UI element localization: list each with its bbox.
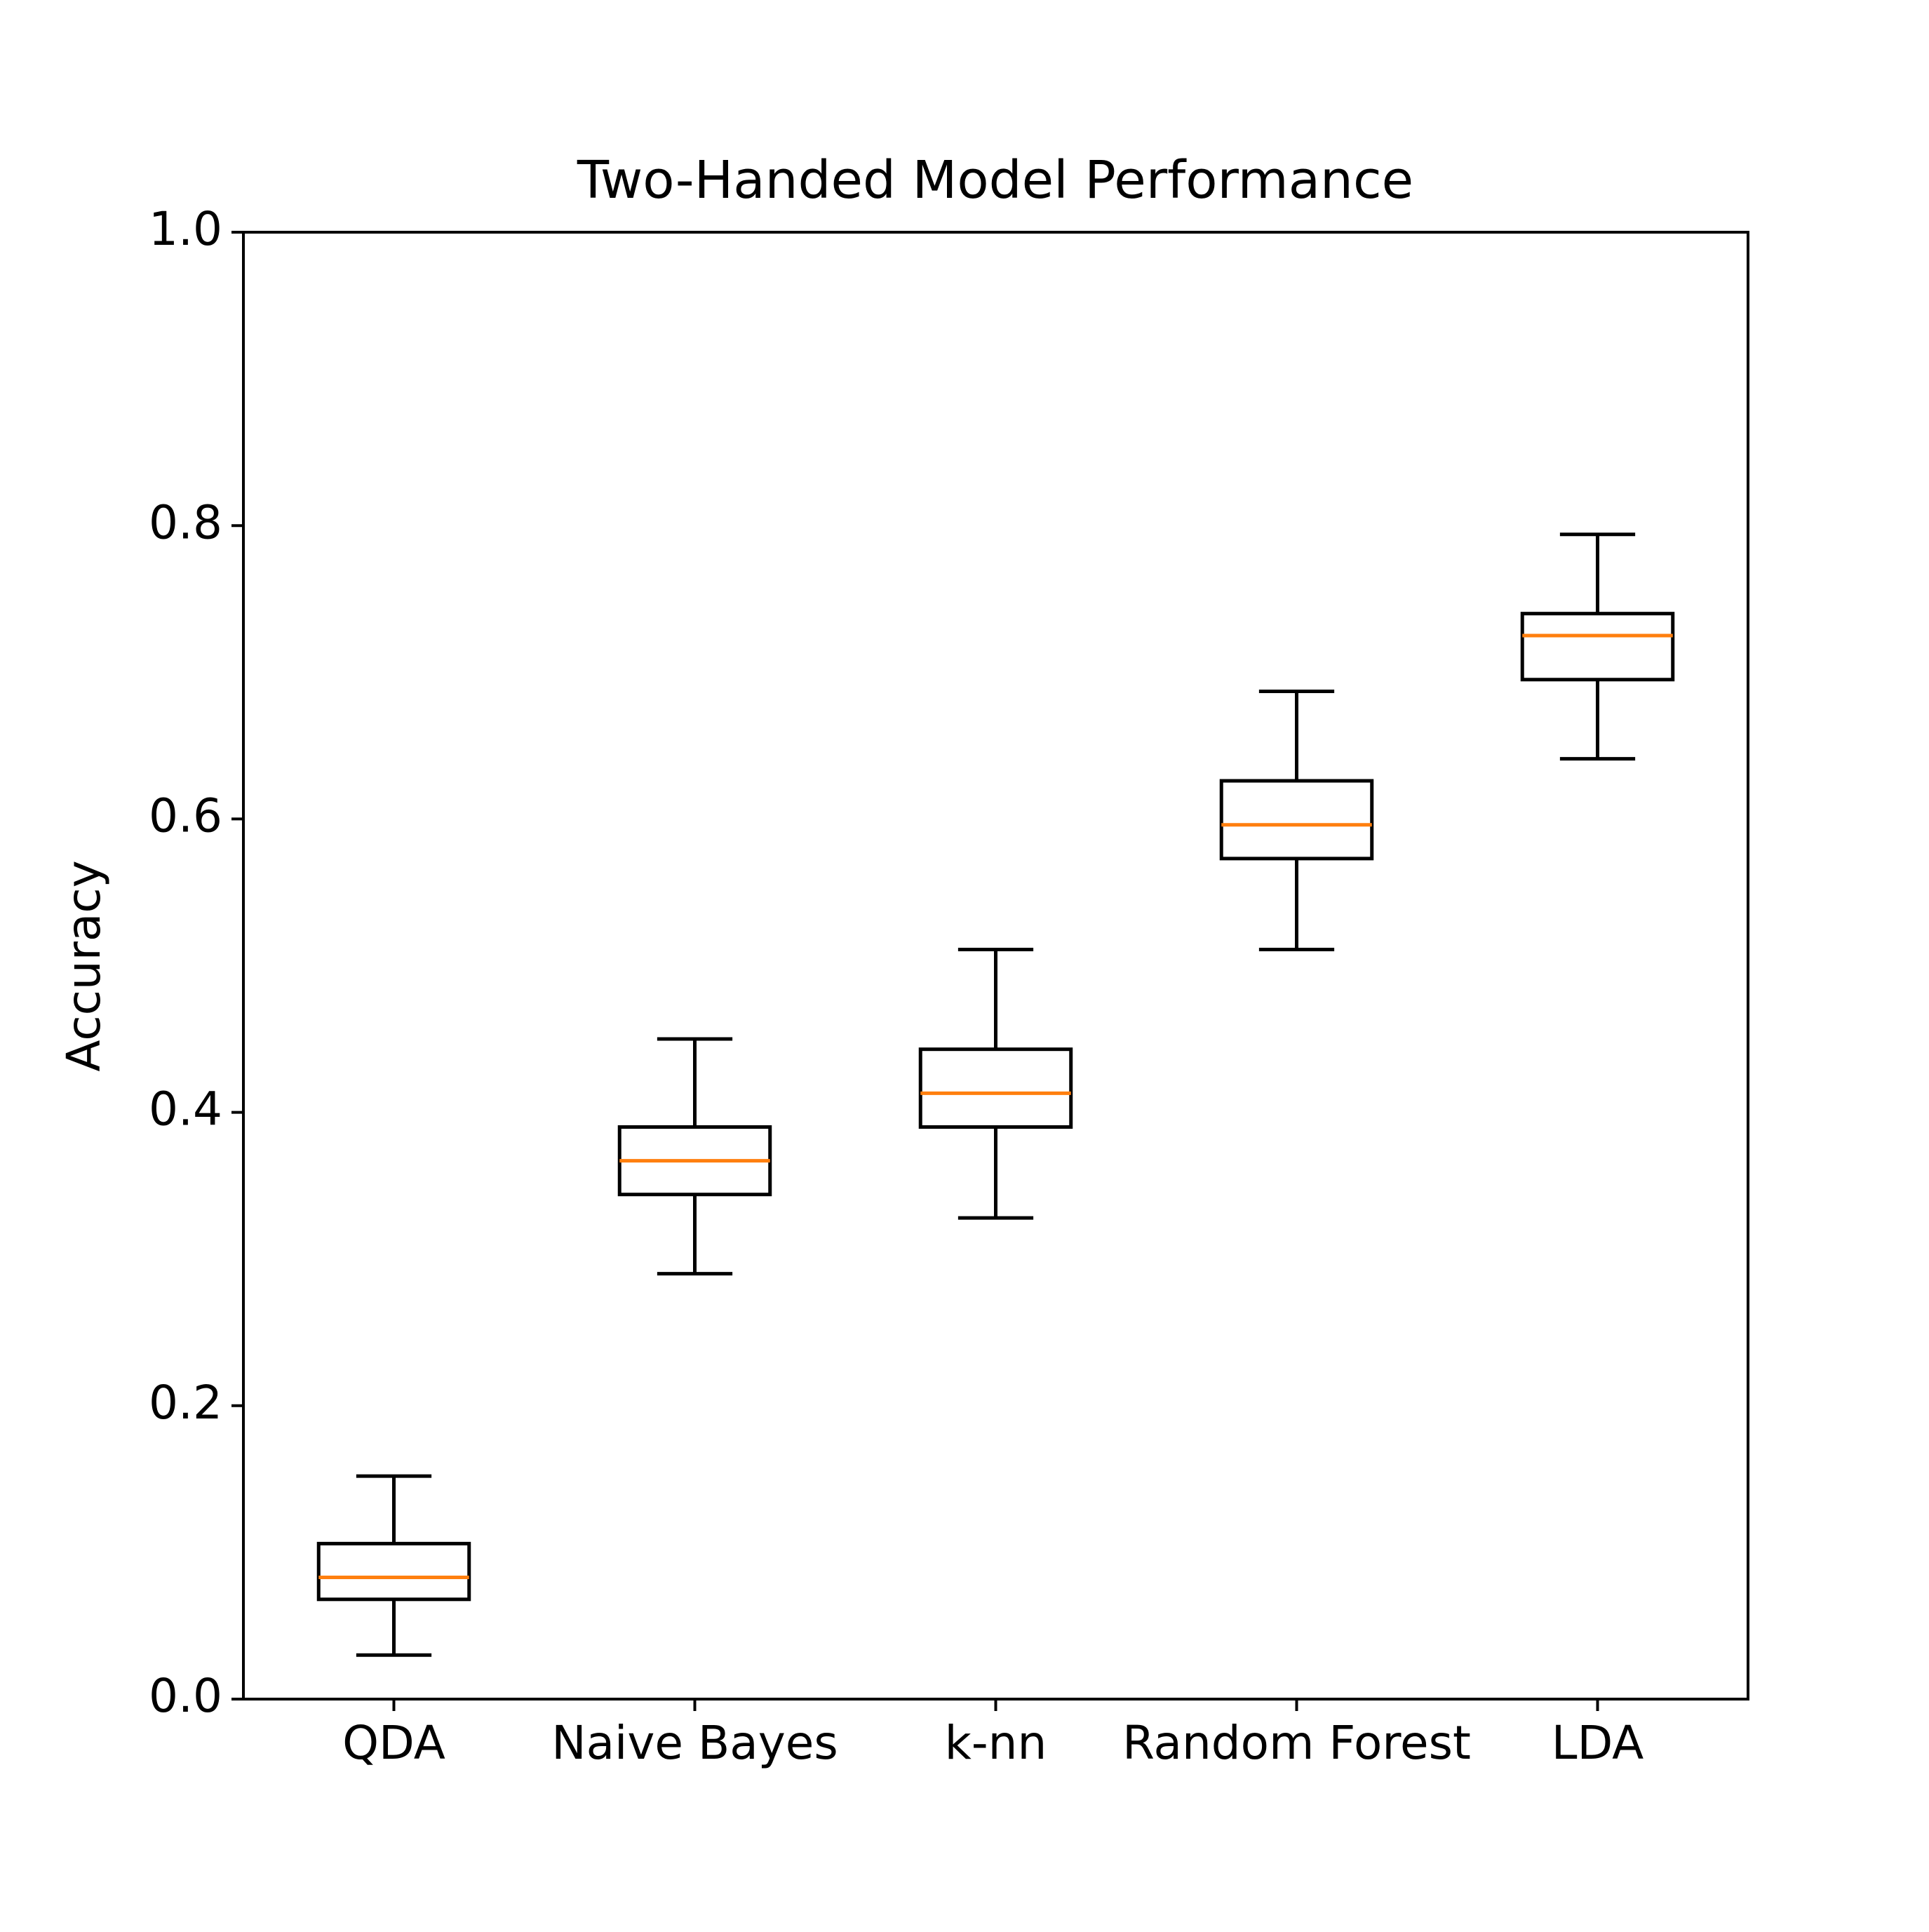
y-axis-label: Accuracy (57, 860, 111, 1071)
box-iqr (1219, 779, 1374, 861)
x-tick-label: Naive Bayes (551, 1716, 838, 1770)
x-tick-label: QDA (342, 1716, 445, 1770)
y-tick-label: 0.6 (149, 789, 222, 843)
chart-title: Two-Handed Model Performance (577, 150, 1413, 210)
box-iqr (316, 1541, 471, 1602)
x-tick-label: k-nn (945, 1716, 1047, 1770)
plot-frame (242, 231, 1749, 1700)
y-axis-ticks: 0.0 0.2 0.4 0.6 0.8 1.0 (149, 202, 243, 1723)
box-iqr (1520, 612, 1675, 682)
y-tick-label: 0.8 (149, 495, 222, 549)
box-group (1520, 532, 1675, 761)
box-iqr (918, 1047, 1073, 1129)
y-tick-label: 0.2 (149, 1376, 222, 1430)
plot-area (316, 532, 1675, 1657)
x-axis-ticks: QDA Naive Bayes k-nn Random Forest LDA (342, 1699, 1644, 1770)
y-tick-label: 0.0 (149, 1669, 222, 1723)
y-tick-label: 1.0 (149, 202, 222, 256)
box-group (617, 1037, 772, 1276)
box-group (1219, 689, 1374, 951)
x-tick-label: LDA (1552, 1716, 1644, 1770)
x-tick-label: Random Forest (1122, 1716, 1471, 1770)
box-group (918, 947, 1073, 1220)
y-tick-label: 0.4 (149, 1082, 222, 1136)
box-group (316, 1474, 471, 1657)
